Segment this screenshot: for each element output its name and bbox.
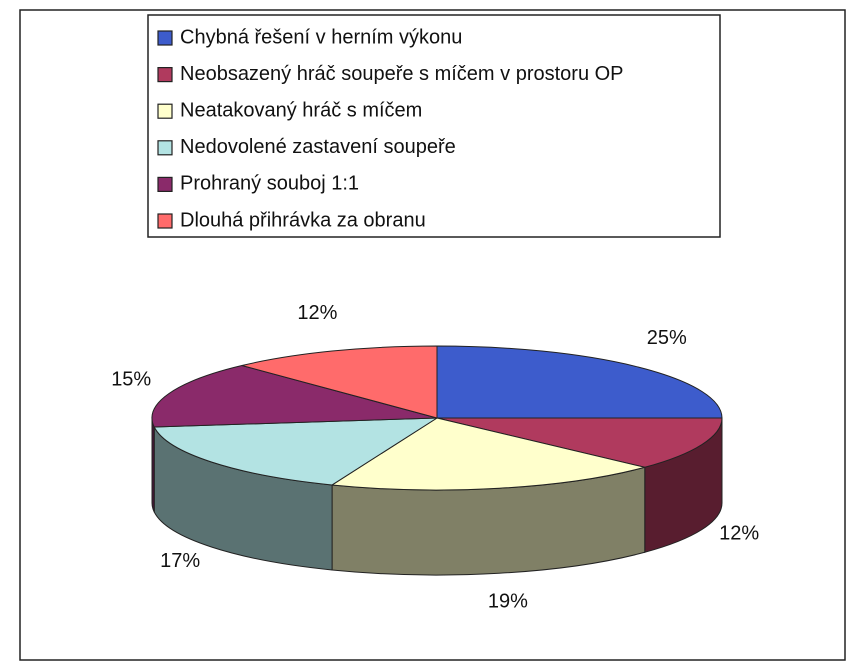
legend-swatch: [157, 103, 173, 119]
data-label: 12%: [719, 523, 759, 545]
legend-label: Dlouhá přihrávka za obranu: [180, 209, 426, 231]
legend-label: Prohraný souboj 1:1: [180, 173, 359, 195]
pie-side: [151, 417, 155, 513]
data-label: 19%: [488, 591, 528, 613]
pie-slice: [153, 417, 439, 486]
legend-swatch: [157, 176, 173, 192]
data-label: 25%: [647, 327, 687, 349]
legend-label: Nedovolené zastavení soupeře: [180, 136, 456, 158]
data-label: 17%: [160, 550, 200, 572]
legend-swatch: [157, 213, 173, 229]
legend-label: Neatakovaný hráč s míčem: [180, 99, 422, 121]
legend-label: Neobsazený hráč soupeře s míčem v prosto…: [180, 63, 624, 85]
pie-slice: [151, 364, 438, 428]
legend-label: Chybná řešení v herním výkonu: [180, 26, 462, 48]
legend-box: [147, 14, 721, 238]
data-label: 15%: [111, 368, 151, 390]
pie-slice: [241, 345, 438, 419]
legend-swatch: [157, 66, 173, 83]
pie-slice: [330, 417, 645, 491]
legend-swatch: [157, 140, 173, 156]
pie-slice: [436, 345, 723, 419]
legend-swatch: [157, 30, 173, 46]
pie-slice: [436, 417, 723, 468]
data-label: 12%: [297, 302, 337, 324]
